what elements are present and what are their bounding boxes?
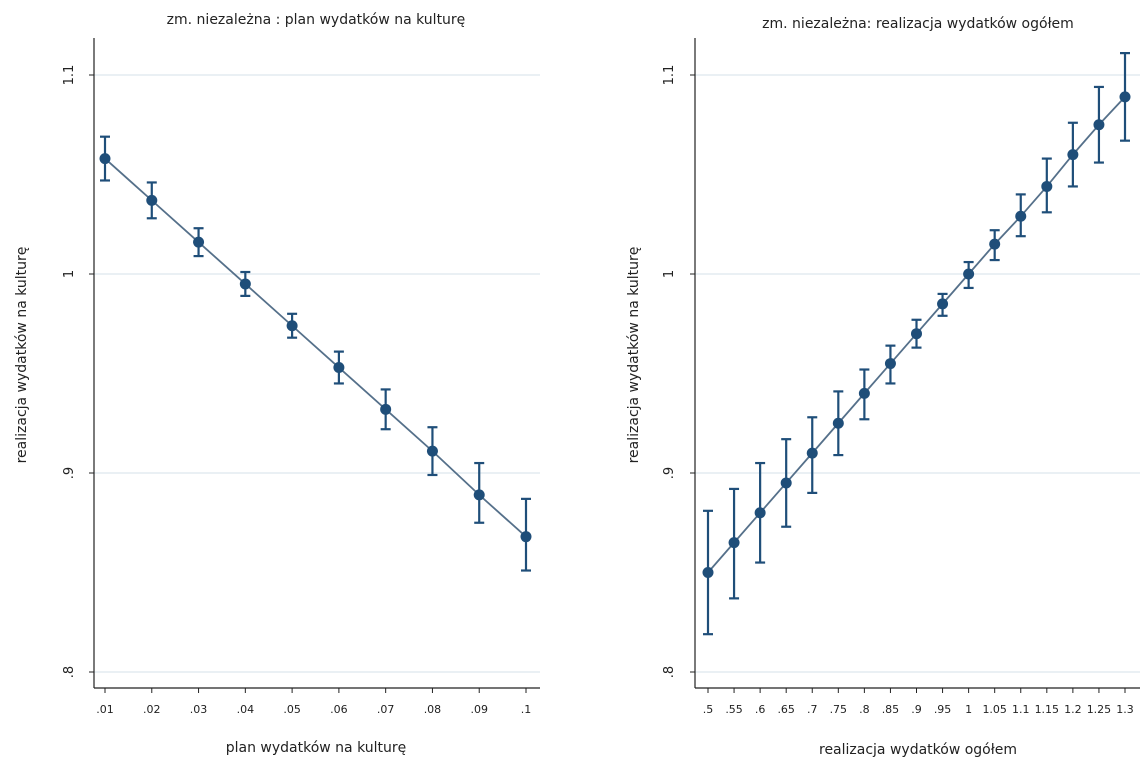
right-chart-title: zm. niezależna: realizacja wydatków ogół… [762, 16, 1074, 32]
right-chart-x-tick-label: 1.25 [1087, 703, 1112, 716]
right-chart-x-tick-label: .6 [755, 703, 766, 716]
right-chart-axes [694, 38, 1140, 689]
left-chart-gridlines [94, 74, 540, 673]
right-chart-data-point [780, 477, 792, 489]
left-chart-title: zm. niezależna : plan wydatków na kultur… [167, 12, 466, 28]
right-chart-x-tick-label: .7 [807, 703, 818, 716]
right-chart-data-point [884, 358, 896, 370]
left-chart-y-ticks: .8 .9 1 1.1 [62, 65, 94, 678]
right-chart-x-tick-label: 1.3 [1116, 703, 1134, 716]
right-chart-data-point [1041, 180, 1053, 192]
right-chart-gridlines [695, 74, 1140, 673]
right-chart-data-point [806, 447, 818, 459]
left-chart-series-line [104, 157, 527, 538]
left-chart-x-tick-label: .06 [330, 703, 348, 716]
left-chart-x-tick-label: .1 [521, 703, 532, 716]
left-chart-y-axis-label: realizacja wydatków na kulturę [14, 247, 30, 464]
right-chart-x-tick-label: 1 [965, 703, 972, 716]
left-chart-data-point [99, 153, 111, 165]
right-chart-x-tick-label: .95 [934, 703, 952, 716]
left-chart-axes [93, 38, 540, 689]
right-chart-x-axis-label: realizacja wydatków ogółem [819, 742, 1017, 758]
right-chart-x-ticks: .5 .55 .6 .65 .7 .75 .8 .85 .9 .95 1 1.05 1.1 1.15 1.2… [703, 688, 1134, 716]
right-chart-data-point [989, 238, 1001, 250]
right-chart-data-point [728, 537, 740, 549]
right-chart-x-tick-label: .75 [830, 703, 848, 716]
left-chart-x-tick-label: .05 [283, 703, 301, 716]
left-chart-panel: zm. niezależna : plan wydatków na kultur… [14, 12, 540, 756]
right-chart-data-point [1093, 119, 1105, 131]
right-chart-x-tick-label: 1.15 [1035, 703, 1060, 716]
right-chart-data-point [911, 328, 922, 340]
left-chart-x-tick-label: .09 [470, 703, 488, 716]
left-chart-data-point [333, 362, 345, 374]
right-chart-x-tick-label: 1.05 [982, 703, 1007, 716]
right-chart-data-point [1015, 210, 1027, 222]
right-chart-x-tick-label: .9 [911, 703, 922, 716]
left-chart-y-tick-label: .9 [62, 467, 77, 479]
right-chart-y-tick-label: 1 [662, 270, 677, 278]
left-chart-data-point [239, 278, 251, 290]
left-chart-x-tick-label: .02 [143, 703, 161, 716]
left-chart-data-point [520, 531, 532, 543]
left-chart-y-tick-label: .8 [62, 666, 77, 678]
left-chart-data-point [286, 320, 298, 332]
right-chart-x-tick-label: .8 [859, 703, 870, 716]
right-chart-data-point [937, 298, 949, 310]
right-chart-plot-area [702, 52, 1131, 636]
left-chart-x-tick-label: .03 [190, 703, 208, 716]
left-chart-data-point [146, 194, 158, 206]
left-chart-y-tick-label: 1 [62, 270, 77, 278]
left-chart-y-tick-label: 1.1 [62, 65, 77, 86]
right-chart-y-tick-label: 1.1 [662, 65, 677, 86]
left-chart-data-point [426, 445, 438, 457]
left-chart-x-tick-label: .04 [237, 703, 255, 716]
right-chart-x-tick-label: .85 [882, 703, 900, 716]
right-chart-x-tick-label: .65 [777, 703, 795, 716]
right-chart-data-point [1119, 91, 1131, 103]
left-chart-x-tick-label: .07 [377, 703, 395, 716]
right-chart-data-point [1067, 149, 1079, 161]
right-chart-x-tick-label: .55 [725, 703, 743, 716]
right-chart-y-tick-label: .9 [662, 467, 677, 479]
left-chart-plot-area [99, 135, 532, 572]
left-chart-x-axis-label: plan wydatków na kulturę [226, 740, 407, 756]
right-chart-data-point [702, 567, 714, 578]
right-chart-panel: zm. niezależna: realizacja wydatków ogół… [626, 16, 1140, 758]
right-chart-data-point [832, 417, 844, 429]
right-chart-y-axis-label: realizacja wydatków na kulturę [626, 247, 642, 464]
left-chart-data-point [380, 403, 392, 415]
left-chart-x-ticks: .01 .02 .03 .04 .05 .06 .07 .08 .09 .1 [96, 688, 531, 716]
right-chart-y-tick-label: .8 [662, 666, 677, 678]
left-chart-x-tick-label: .08 [424, 703, 442, 716]
right-chart-data-point [754, 507, 766, 519]
right-chart-x-tick-label: .5 [703, 703, 714, 716]
right-chart-x-tick-label: 1.2 [1064, 703, 1082, 716]
right-chart-x-tick-label: 1.1 [1012, 703, 1030, 716]
right-chart-data-point [858, 387, 870, 399]
left-chart-data-point [473, 489, 485, 501]
right-chart-y-ticks: .8 .9 1 1.1 [662, 65, 695, 678]
left-chart-x-tick-label: .01 [96, 703, 114, 716]
left-chart-data-point [193, 236, 205, 248]
right-chart-data-point [963, 268, 975, 280]
